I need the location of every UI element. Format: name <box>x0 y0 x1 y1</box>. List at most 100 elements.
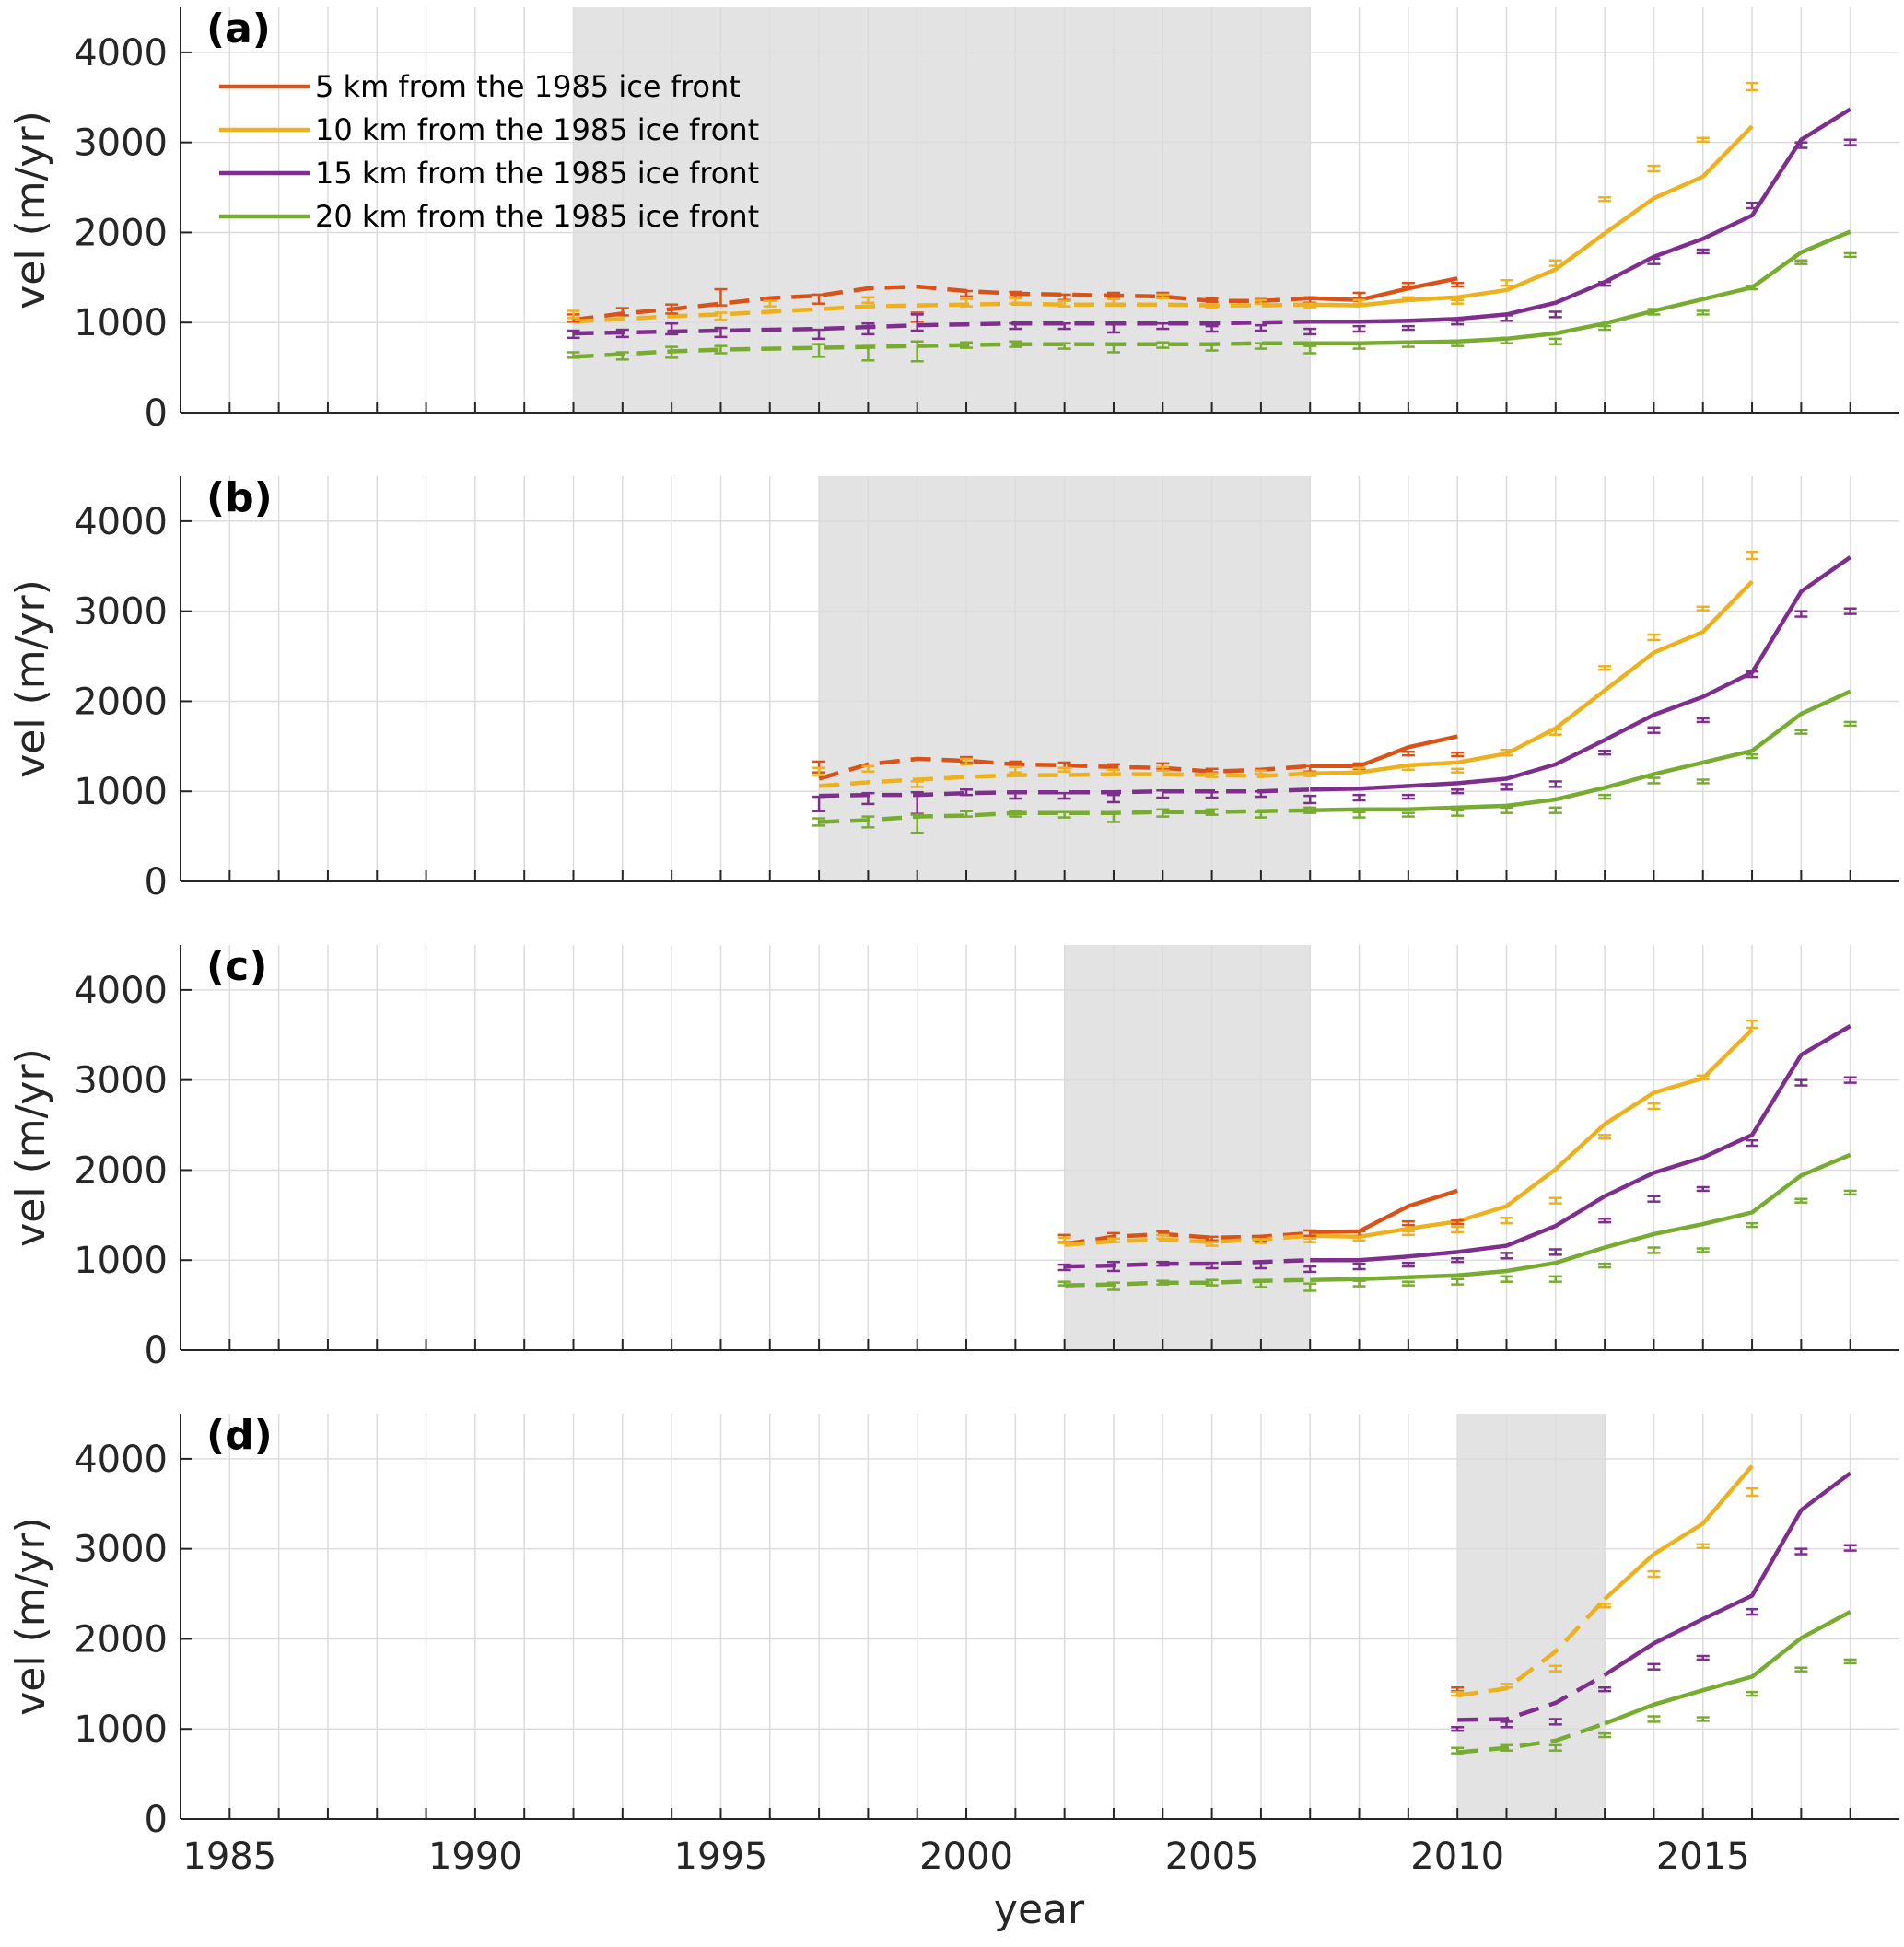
error-bar-20km <box>1205 342 1219 352</box>
error-bar-20km <box>1548 337 1562 345</box>
y-tick-label: 2000 <box>74 681 168 723</box>
error-bar-15km <box>1303 327 1317 336</box>
error-bar-20km <box>1598 793 1612 800</box>
error-bar-20km <box>1106 344 1120 354</box>
y-axis-title: vel (m/yr) <box>7 111 54 309</box>
error-bar-10km <box>1057 1236 1071 1244</box>
error-bar-20km <box>1843 1658 1857 1665</box>
error-bar-15km <box>910 313 924 332</box>
error-bar-20km <box>960 810 974 818</box>
error-bar-15km <box>861 791 875 806</box>
error-bar-20km <box>1746 284 1759 291</box>
panels: 0 1000 2000 3000 4000 vel (m/yr) (a) 5 km from … <box>7 6 1899 1878</box>
error-bar-5km <box>1451 751 1465 758</box>
error-bar-10km <box>1500 279 1513 287</box>
error-bar-10km <box>1401 296 1415 303</box>
error-bar-5km <box>1352 291 1366 300</box>
y-tick-label: 2000 <box>74 1618 168 1661</box>
error-bar-10km <box>1696 1074 1710 1080</box>
error-bar-15km <box>1500 1252 1513 1260</box>
series-solid-10km <box>1310 124 1754 308</box>
error-bar-20km <box>910 340 924 363</box>
error-bar-10km <box>1598 1134 1612 1140</box>
error-bar-15km <box>812 795 826 812</box>
error-bar-15km <box>960 788 974 797</box>
error-bar-15km <box>1843 1076 1857 1084</box>
error-bar-20km <box>1352 1279 1366 1288</box>
error-bar-20km <box>1746 752 1759 760</box>
error-bar-10km <box>1106 297 1120 306</box>
x-tick-label: 2010 <box>1410 1836 1504 1878</box>
error-bar-20km <box>1057 810 1071 819</box>
error-bar-15km <box>1057 1263 1071 1272</box>
error-bar-15km <box>1303 794 1317 805</box>
error-bar-10km <box>1106 1237 1120 1243</box>
error-bar-10km <box>1303 302 1317 309</box>
error-bar-10km <box>1647 633 1661 642</box>
y-tick-label: 1000 <box>74 1708 168 1751</box>
x-tick-label: 1995 <box>674 1836 768 1878</box>
error-bar-10km <box>1696 136 1710 143</box>
error-bar-10km <box>1106 768 1120 775</box>
y-tick-label: 4000 <box>74 970 168 1012</box>
error-bar-10km <box>1451 1225 1465 1234</box>
error-bar-10km <box>1401 1230 1415 1237</box>
error-bar-20km <box>1254 1278 1267 1288</box>
x-tick-label: 1990 <box>428 1836 522 1878</box>
error-bar-20km <box>1696 1716 1710 1722</box>
error-bar-15km <box>1843 607 1857 615</box>
error-bar-20km <box>1156 808 1170 818</box>
error-bar-15km <box>1647 1662 1661 1671</box>
error-bar-10km <box>1401 764 1415 772</box>
error-bar-10km <box>960 757 974 766</box>
error-bar-15km <box>1401 324 1415 332</box>
error-bar-5km <box>1451 1218 1465 1226</box>
error-bar-10km <box>1548 1196 1562 1205</box>
error-bar-15km <box>1548 1718 1562 1726</box>
error-bar-15km <box>1548 780 1562 788</box>
error-bar-20km <box>714 344 728 355</box>
y-tick-label: 1000 <box>74 1240 168 1282</box>
error-bar-15km <box>1205 324 1219 333</box>
y-tick-label: 4000 <box>74 32 168 75</box>
error-bar-15km <box>1696 717 1710 724</box>
error-bar-10km <box>910 780 924 788</box>
error-bar-5km <box>1451 281 1465 288</box>
error-bar-10km <box>1696 1543 1710 1549</box>
error-bar-15km <box>812 328 826 341</box>
error-bar-20km <box>1303 1282 1317 1292</box>
error-bar-10km <box>1548 728 1562 736</box>
error-bar-10km <box>1254 298 1267 305</box>
error-bar-15km <box>665 321 679 336</box>
error-bar-15km <box>1794 610 1808 618</box>
error-bar-20km <box>1009 340 1022 348</box>
error-bar-15km <box>1451 788 1465 795</box>
error-bar-10km <box>1205 772 1219 778</box>
series-dashed-5km <box>1064 1230 1311 1246</box>
error-bar-15km <box>1106 321 1120 334</box>
error-bar-10km <box>1548 1664 1562 1673</box>
error-bar-15km <box>1500 1720 1513 1729</box>
error-bar-5km <box>1401 1219 1415 1227</box>
error-bar-20km <box>1303 806 1317 814</box>
error-bar-10km <box>1009 297 1022 305</box>
error-bar-15km <box>1548 310 1562 319</box>
series-dashed-10km <box>1456 1597 1606 1698</box>
series-solid-5km <box>1310 734 1458 769</box>
series-solid-15km <box>1310 1024 1851 1263</box>
error-bar-20km <box>1598 1262 1612 1269</box>
error-bar-10km <box>1009 765 1022 774</box>
error-bar-15km <box>1156 321 1170 331</box>
error-bar-15km <box>1106 1260 1120 1273</box>
shaded-period <box>1064 945 1311 1350</box>
y-tick-label: 4000 <box>74 1439 168 1481</box>
series-dashed-15km <box>819 787 1311 799</box>
shaded-period <box>1457 1414 1606 1819</box>
error-bar-10km <box>1057 766 1071 773</box>
error-bar-15km <box>1009 791 1022 800</box>
y-tick-label: 1000 <box>74 302 168 344</box>
error-bar-10km <box>1598 196 1612 203</box>
series-solid-10km <box>1603 1464 1754 1602</box>
error-bar-20km <box>1401 1280 1415 1287</box>
panel-c: 0 1000 2000 3000 4000 vel (m/yr) (c) <box>7 943 1899 1372</box>
